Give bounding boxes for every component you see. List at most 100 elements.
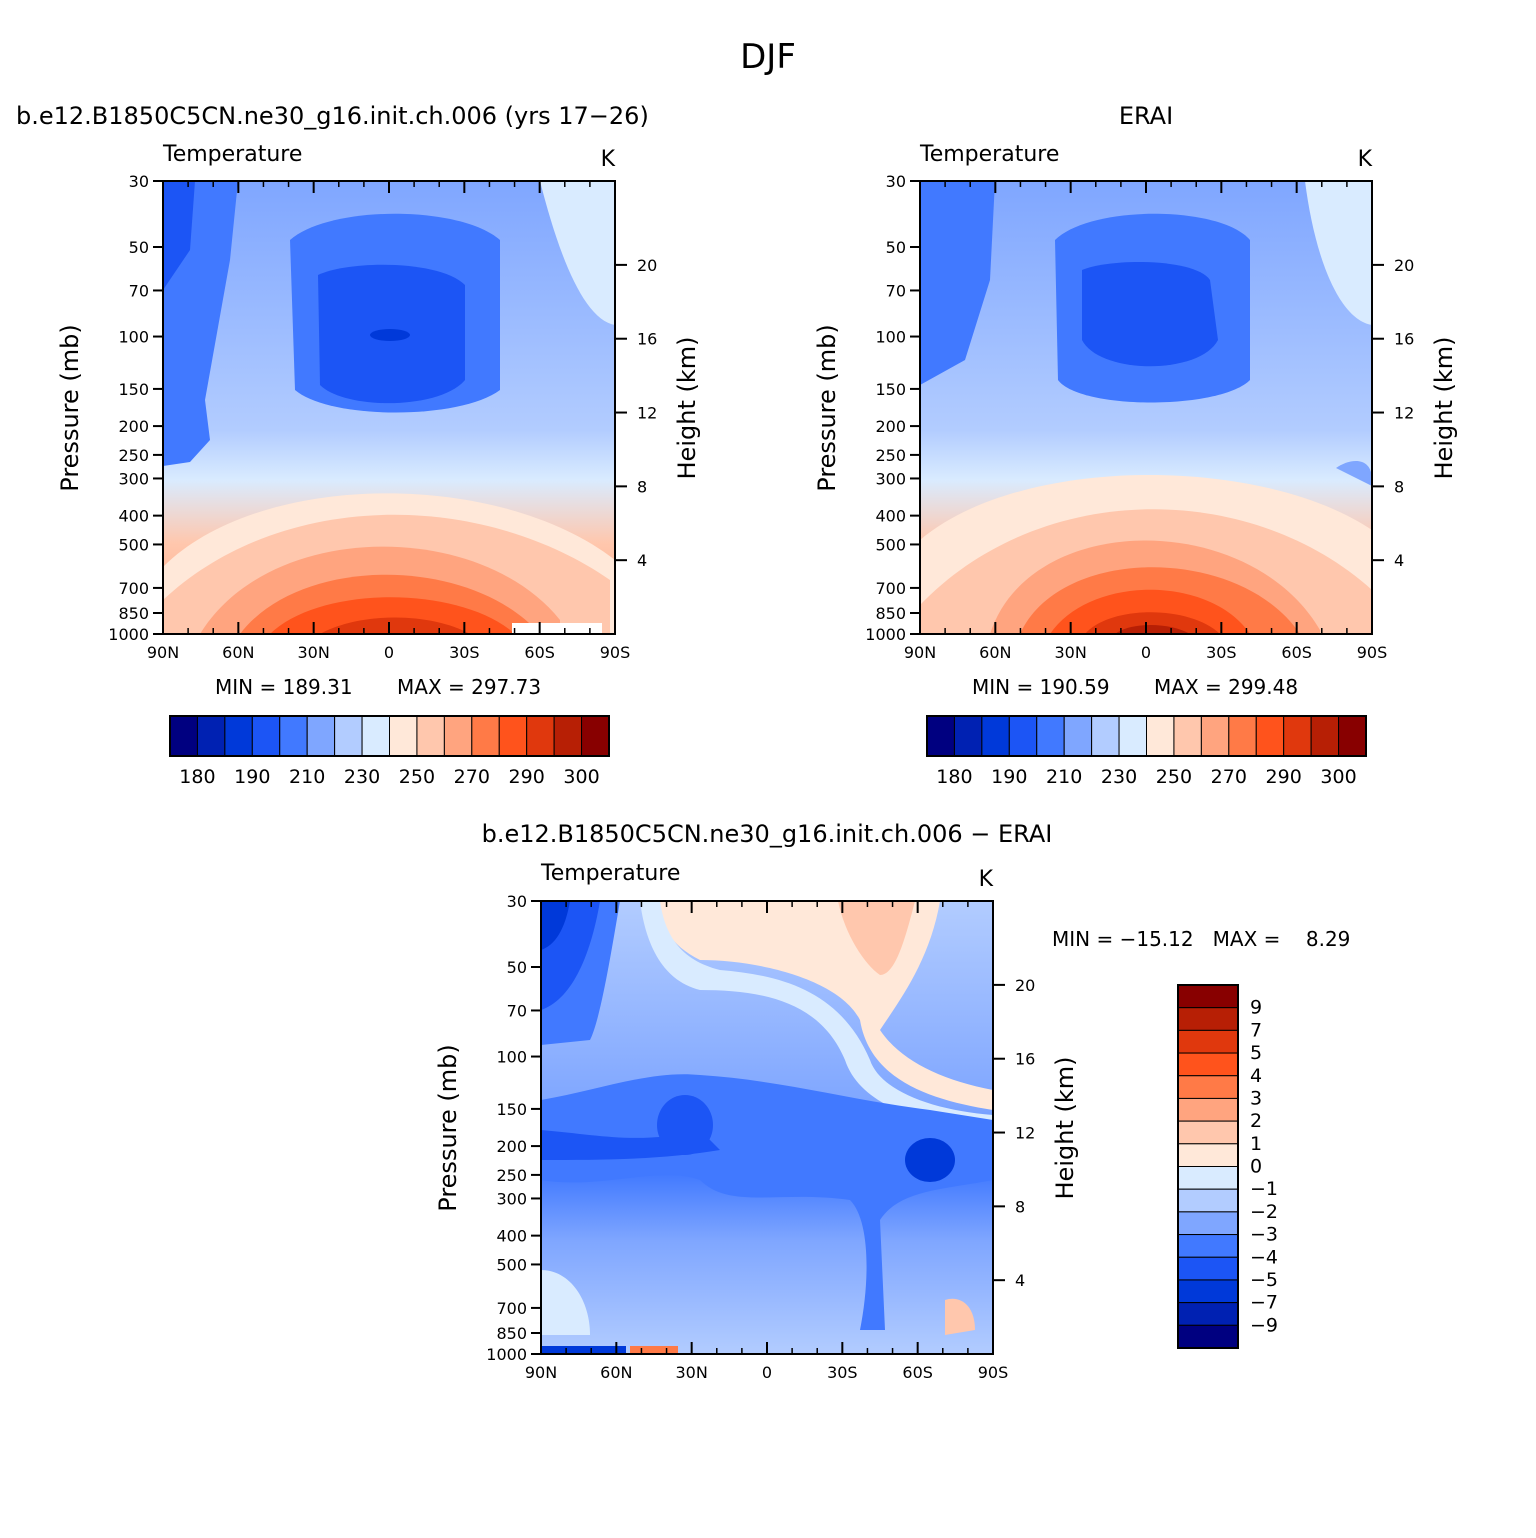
colorbar-box bbox=[1008, 715, 1038, 757]
y2-tick-label: 20 bbox=[1394, 256, 1414, 275]
colorbar-box bbox=[334, 715, 363, 757]
colorbar-box bbox=[1255, 715, 1285, 757]
variable-label: Temperature bbox=[919, 142, 1059, 167]
max-label: MAX = 299.48 bbox=[1154, 675, 1298, 699]
colorbar-frame bbox=[926, 715, 1367, 757]
colorbar-box bbox=[1228, 715, 1257, 757]
min-label: MIN = 190.59 bbox=[972, 675, 1110, 699]
contour-field bbox=[920, 181, 1372, 634]
x-tick-label: 30N bbox=[298, 643, 330, 662]
colorbar-box bbox=[981, 715, 1010, 757]
y-tick-label: 50 bbox=[886, 238, 906, 257]
colorbar-label: 270 bbox=[454, 766, 490, 788]
minmax-label: MIN = −15.12 MAX = 8.29 bbox=[1052, 927, 1350, 951]
colorbar-box bbox=[1338, 715, 1367, 757]
y-tick-label: 50 bbox=[507, 958, 527, 977]
y-axis-label: Pressure (mb) bbox=[434, 1044, 462, 1211]
panel-model: b.e12.B1850C5CN.ne30_g16.init.ch.006 (yr… bbox=[16, 102, 701, 788]
contour-warm-6 bbox=[270, 597, 515, 634]
x-tick-label: 0 bbox=[762, 1363, 772, 1382]
colorbar-label: −3 bbox=[1250, 1224, 1278, 1246]
y-tick-label: 70 bbox=[507, 1001, 527, 1020]
colorbar-label: 180 bbox=[936, 766, 972, 788]
colorbar-label: −5 bbox=[1250, 1269, 1278, 1291]
y2-tick-label: 8 bbox=[637, 477, 647, 496]
colorbar-box bbox=[1177, 1234, 1239, 1258]
colorbar-label: 3 bbox=[1250, 1087, 1262, 1109]
y2-tick-label: 4 bbox=[1394, 551, 1404, 570]
colorbar-label: −4 bbox=[1250, 1246, 1278, 1268]
contour-field bbox=[541, 901, 993, 1354]
y-tick-label: 700 bbox=[496, 1299, 527, 1318]
x-tick-label: 0 bbox=[1141, 643, 1151, 662]
colorbar-box bbox=[1310, 715, 1340, 757]
missing-data bbox=[512, 623, 602, 634]
contour-warm-7 bbox=[1085, 612, 1220, 634]
axis-ticks: 90N 60N 30N 0 30S 60S 90S 30 50 70 100 150 200 250 300… bbox=[108, 172, 657, 662]
colorbar-box bbox=[1177, 1188, 1239, 1213]
contour-bl-pos bbox=[945, 1298, 975, 1335]
contour-neg-5-blob bbox=[657, 1095, 713, 1155]
contour-bl-neg-1 bbox=[541, 1270, 590, 1335]
min-label: MIN = 189.31 bbox=[215, 675, 353, 699]
x-tick-label: 90S bbox=[1357, 643, 1388, 662]
colorbar-box bbox=[361, 715, 390, 757]
colorbar-box bbox=[389, 715, 418, 757]
colorbar-box bbox=[1177, 1279, 1239, 1304]
contour-south-warm bbox=[540, 181, 615, 325]
colorbar-label: 9 bbox=[1250, 997, 1262, 1019]
y-tick-label: 500 bbox=[875, 535, 906, 554]
colorbar-label: 290 bbox=[509, 766, 545, 788]
colorbar-label: 180 bbox=[179, 766, 215, 788]
panel-obs: ERAI Temperature K 90N 60N 30N 0 30S 60S 90S 30… bbox=[813, 102, 1458, 788]
x-tick-label: 90N bbox=[904, 643, 936, 662]
colorbar-label: 190 bbox=[991, 766, 1027, 788]
y-tick-label: 700 bbox=[875, 579, 906, 598]
colorbar-label: 270 bbox=[1211, 766, 1247, 788]
x-tick-label: 0 bbox=[384, 643, 394, 662]
colorbar-box bbox=[224, 715, 253, 757]
colorbar-box bbox=[1177, 1143, 1239, 1167]
colorbar-label: 1 bbox=[1250, 1133, 1262, 1155]
y-tick-label: 250 bbox=[118, 446, 149, 465]
x-tick-label: 90N bbox=[147, 643, 179, 662]
axis-ticks: 90N 60N 30N 0 30S 60S 90S 30 50 70 100 150 200 250 300… bbox=[865, 172, 1414, 662]
y-tick-label: 200 bbox=[496, 1137, 527, 1156]
y-tick-label: 250 bbox=[496, 1166, 527, 1185]
colorbar-box bbox=[279, 715, 308, 757]
colorbar-label: −1 bbox=[1250, 1178, 1278, 1200]
x-tick-label: 60N bbox=[600, 1363, 632, 1382]
y-tick-label: 400 bbox=[875, 507, 906, 526]
y-tick-label: 30 bbox=[886, 172, 906, 191]
y-tick-label: 100 bbox=[496, 1048, 527, 1067]
contour-neg-1 bbox=[640, 901, 993, 1130]
x-tick-label: 90S bbox=[978, 1363, 1009, 1382]
y2-axis-label: Height (km) bbox=[673, 337, 701, 480]
y2-tick-label: 16 bbox=[1015, 1050, 1035, 1069]
colorbar-box bbox=[1118, 715, 1147, 757]
y-axis-label: Pressure (mb) bbox=[813, 324, 841, 491]
x-tick-label: 60N bbox=[222, 643, 254, 662]
contour-polar-neg-3 bbox=[541, 901, 570, 950]
x-tick-label: 60S bbox=[902, 1363, 933, 1382]
colorbar-label: −7 bbox=[1250, 1292, 1278, 1314]
y-tick-label: 100 bbox=[118, 328, 149, 347]
colorbar-box bbox=[1177, 1120, 1239, 1145]
colorbar-box bbox=[1200, 715, 1230, 757]
colorbar-box bbox=[1177, 1052, 1239, 1077]
y-tick-label: 200 bbox=[875, 417, 906, 436]
colorbar: 180 190 210 230 250 270 290 300 bbox=[926, 715, 1367, 788]
colorbar-box bbox=[1177, 1007, 1239, 1031]
colorbar-label: 250 bbox=[1156, 766, 1192, 788]
y-tick-label: 300 bbox=[875, 469, 906, 488]
contour-neg-7-blob bbox=[905, 1138, 955, 1182]
y-tick-label: 1000 bbox=[865, 625, 906, 644]
colorbar: 180 190 210 230 250 270 290 300 bbox=[169, 715, 610, 788]
colorbar-box bbox=[498, 715, 528, 757]
y-tick-label: 500 bbox=[496, 1255, 527, 1274]
colorbar-label: 230 bbox=[344, 766, 380, 788]
colorbar-box bbox=[1177, 1097, 1239, 1122]
y-tick-label: 1000 bbox=[486, 1345, 527, 1364]
variable-label: Temperature bbox=[162, 142, 302, 167]
